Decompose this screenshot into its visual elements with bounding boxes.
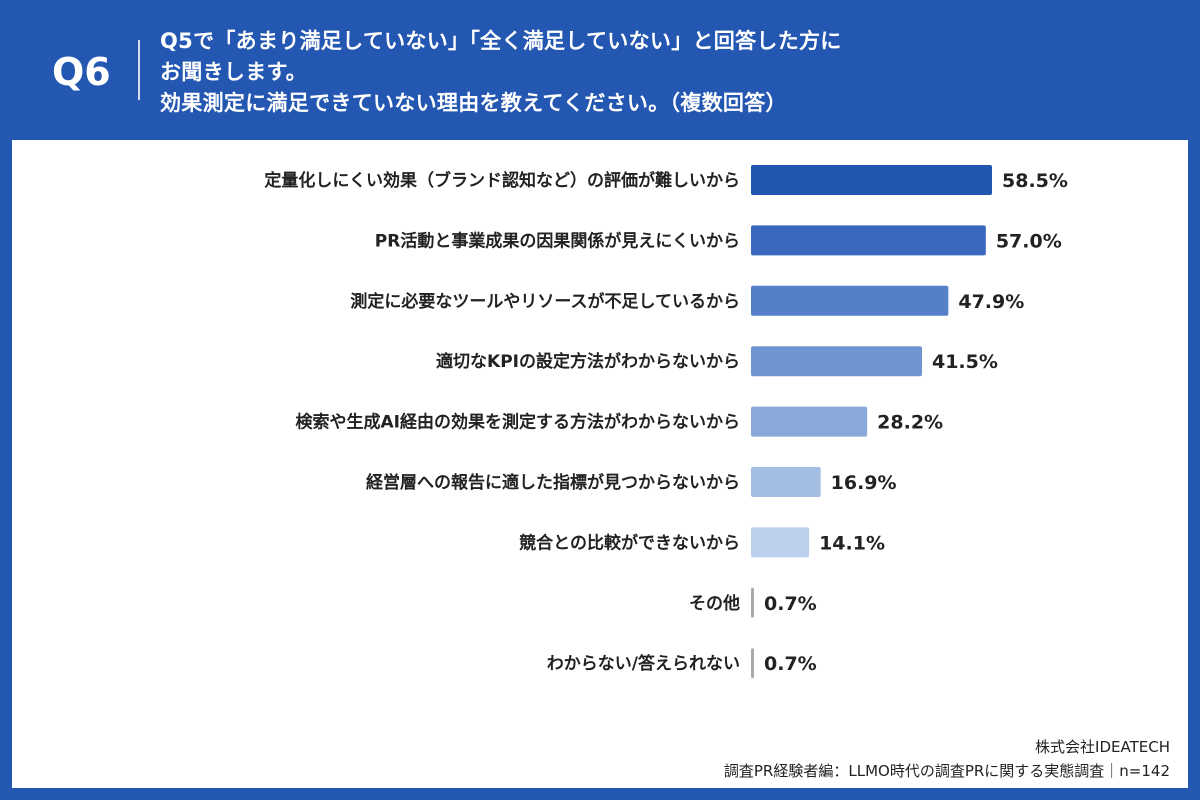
- bar: [751, 225, 986, 256]
- value-label: 0.7%: [764, 593, 817, 615]
- company-name: 株式会社IDEATECH: [1035, 738, 1170, 756]
- category-label: PR活動と事業成果の因果関係が見えにくいから: [375, 230, 740, 251]
- category-label: わからない/答えられない: [547, 653, 740, 674]
- value-label: 58.5%: [1002, 170, 1068, 192]
- category-label: 競合との比較ができないから: [519, 532, 740, 553]
- bar: [751, 165, 993, 195]
- value-label: 14.1%: [819, 532, 885, 554]
- value-label: 47.9%: [958, 291, 1024, 313]
- category-label: その他: [689, 593, 740, 614]
- bar: [751, 527, 810, 558]
- value-label: 41.5%: [932, 351, 998, 373]
- bar: [751, 587, 754, 618]
- value-label: 16.9%: [831, 472, 897, 494]
- bar: [751, 467, 821, 497]
- bar: [751, 648, 754, 679]
- source-note: 調査PR経験者編：LLMO時代の調査PRに関する実態調査｜n=142: [723, 762, 1170, 780]
- bar: [751, 346, 922, 377]
- title-line: お聞きします。: [160, 60, 307, 84]
- question-number: Q6: [52, 50, 111, 94]
- category-label: 検索や生成AI経由の効果を測定する方法がわからないから: [296, 412, 740, 433]
- divider: [138, 40, 140, 100]
- chart-panel: [12, 140, 1188, 788]
- title-line: Q5で「あまり満足していない」「全く満足していない」と回答した方に: [160, 29, 842, 53]
- category-label: 経営層への報告に適した指標が見つからないから: [366, 472, 740, 493]
- value-label: 0.7%: [764, 653, 817, 675]
- category-label: 適切なKPIの設定方法がわからないから: [436, 351, 740, 372]
- question-title: Q5で「あまり満足していない」「全く満足していない」と回答した方に お聞きします…: [160, 26, 842, 119]
- category-label: 測定に必要なツールやリソースが不足しているから: [350, 291, 740, 312]
- value-label: 28.2%: [877, 412, 943, 434]
- bar: [751, 285, 949, 316]
- bar: [751, 406, 868, 437]
- value-label: 57.0%: [996, 230, 1062, 252]
- category-label: 定量化しにくい効果（ブランド認知など）の評価が難しいから: [264, 170, 740, 191]
- title-line: 効果測定に満足できていない理由を教えてください。（複数回答）: [160, 91, 787, 115]
